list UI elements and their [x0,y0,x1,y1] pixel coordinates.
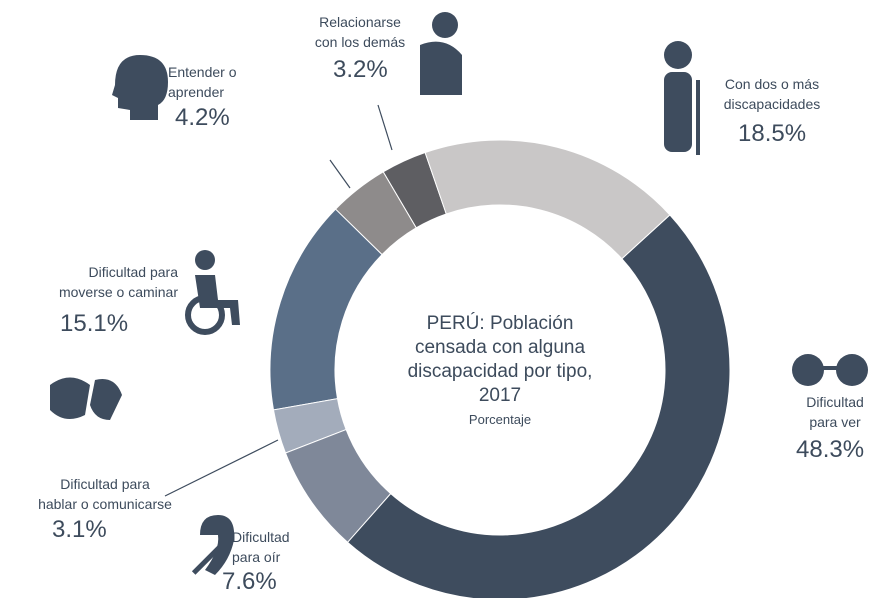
value-label: 3.1% [52,516,107,543]
donut-segment [334,171,417,256]
leader-line [377,104,393,151]
icon-hand-l [50,377,90,419]
icon-elder [664,41,692,69]
category-label: Dificultad para oír [232,529,290,565]
chart-title: PERÚ: Población censada con alguna disca… [407,313,593,406]
icon-glass-bridge [822,366,838,370]
donut-segment [284,428,392,544]
icon-head [112,55,168,120]
category-label: Relacionarse con los demás [314,14,406,50]
chart-subtitle: Porcentaje [468,412,532,427]
icon-relate [432,12,458,38]
icon-ear [200,515,235,575]
donut-segment [346,214,731,598]
leaders [164,104,393,497]
value-label: 48.3% [796,436,865,463]
value-label: 18.5% [738,120,807,147]
leader-line [329,159,351,189]
value-label: 3.2% [333,56,388,83]
value-label: 15.1% [60,310,129,337]
icon-cane [696,80,700,155]
category-label: Dificultad para ver [806,394,864,430]
value-label: 4.2% [175,104,230,131]
donut-segment [269,208,383,411]
icon-elder-body [664,72,692,152]
icon-wheel [185,295,225,335]
leader-line [164,439,279,497]
icon-hand-r [90,379,122,420]
category-label: Dificultad para hablar o comunicarse [38,476,172,512]
category-label: Con dos o más discapacidades [723,76,821,112]
icon-wheel-head [195,250,215,270]
donut-segment [272,398,347,454]
icon-relate-body [420,41,462,95]
value-label: 7.6% [222,568,277,595]
icon-ear-slash [191,535,231,575]
donut-segment [424,139,671,260]
category-label: Dificultad para moverse o caminar [58,264,178,300]
icon-glass-l [792,354,824,386]
category-label: Entender o aprender [168,64,237,100]
icon-glass-r [836,354,868,386]
icons [50,12,868,575]
